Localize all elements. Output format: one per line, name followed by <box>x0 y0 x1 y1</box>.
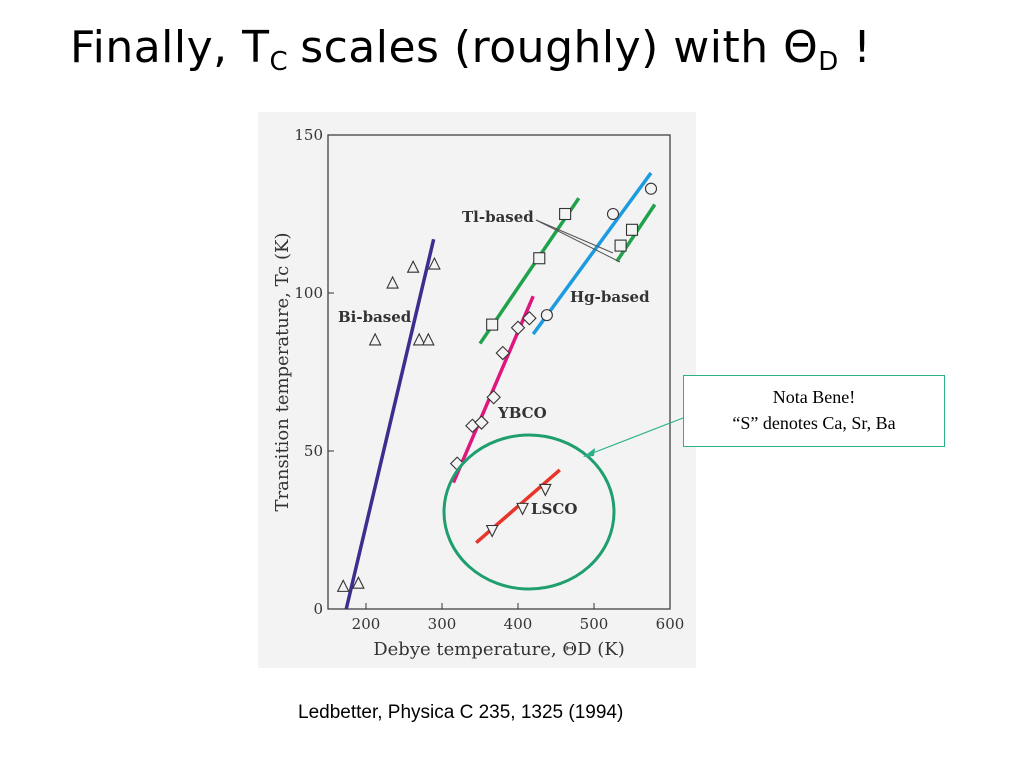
x-tick-label: 300 <box>428 615 457 633</box>
data-point-triangle-up <box>421 332 435 346</box>
data-point-diamond <box>522 311 537 326</box>
tl-leader-line-2 <box>535 219 621 263</box>
data-point-diamond <box>474 415 489 430</box>
series-label-hg-based: Hg-based <box>570 288 650 306</box>
data-point-circle <box>540 309 553 322</box>
data-point-triangle-up <box>336 579 350 592</box>
data-point-square <box>625 223 639 236</box>
data-point-square <box>559 207 572 221</box>
series-label-tl-based: Tl-based <box>462 208 534 226</box>
data-point-square <box>614 239 627 252</box>
data-point-triangle-down <box>516 502 529 516</box>
title-sub-d: D <box>818 47 839 77</box>
data-point-diamond <box>486 390 501 405</box>
citation: Ledbetter, Physica C 235, 1325 (1994) <box>298 702 624 723</box>
hg-based-fit-line <box>531 171 653 336</box>
data-point-triangle-up <box>352 575 365 589</box>
x-axis-label: Debye temperature, ΘD (K) <box>373 639 625 660</box>
y-tick-label: 100 <box>294 284 323 302</box>
series-label-lsco: LSCO <box>531 500 577 518</box>
series-label-bi-based: Bi-based <box>338 308 412 326</box>
x-tick-label: 500 <box>580 615 609 633</box>
title-suffix: ! <box>838 22 872 73</box>
data-point-triangle-down <box>538 483 552 497</box>
bi-based-fit-line <box>344 238 436 610</box>
plot-frame <box>327 134 671 610</box>
series-label-ybco: YBCO <box>497 404 547 422</box>
data-point-square <box>486 318 499 331</box>
y-tick-label: 150 <box>294 126 323 144</box>
nota-bene-box: Nota Bene! “S” denotes Ca, Sr, Ba <box>683 375 945 447</box>
tl-leader-line <box>535 219 614 254</box>
data-point-triangle-up <box>406 259 420 273</box>
data-point-circle <box>606 207 620 221</box>
data-point-circle <box>644 182 658 195</box>
data-point-square <box>533 252 546 265</box>
x-tick-label: 600 <box>656 615 685 633</box>
nota-bene-title: Nota Bene! <box>772 387 856 407</box>
chart-panel: 200 300 400 500 600 0 50 100 150 Debye temperatur… <box>258 112 696 668</box>
x-tick-label: 400 <box>504 615 533 633</box>
data-point-triangle-up <box>412 332 426 346</box>
tc-vs-debye-chart: 200 300 400 500 600 0 50 100 150 Debye temperatur… <box>272 126 685 660</box>
title-prefix: Finally, T <box>70 22 270 73</box>
x-tick-label: 200 <box>352 615 381 633</box>
data-point-triangle-up <box>386 275 399 289</box>
y-axis-label: Transition temperature, Tc (K) <box>272 233 293 512</box>
title-middle: scales (roughly) with Θ <box>300 22 819 73</box>
data-point-diamond <box>510 320 526 336</box>
data-point-triangle-up <box>368 332 382 346</box>
data-point-diamond <box>495 345 511 361</box>
title-sub-c: C <box>269 47 289 77</box>
nota-bene-text: “S” denotes Ca, Sr, Ba <box>732 413 896 433</box>
y-tick-label: 0 <box>313 600 323 618</box>
data-point-triangle-up <box>428 256 441 270</box>
slide-title: Finally, TC scales (roughly) with ΘD ! <box>70 22 871 77</box>
y-tick-label: 50 <box>304 442 323 460</box>
